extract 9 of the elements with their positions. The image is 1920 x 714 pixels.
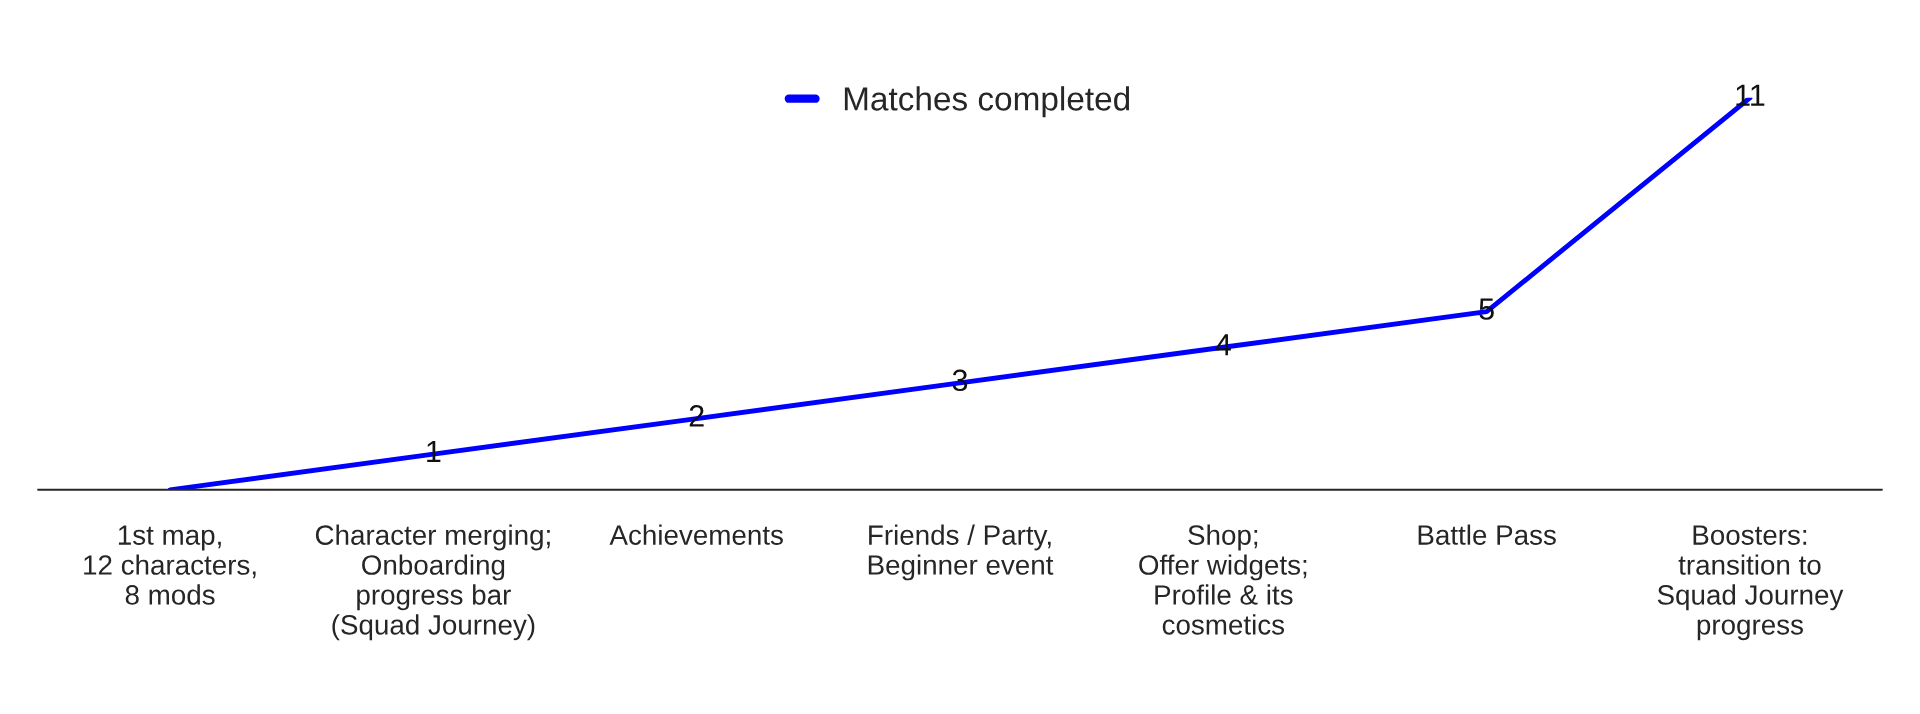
x-tick-label: Boosters: transition to Squad Journey progress: [1657, 525, 1844, 641]
x-tick-label: Achievements: [609, 524, 783, 545]
x-tick-label: Friends / Party, Beginner event: [868, 524, 1054, 581]
legend-label: Matches completed: [844, 86, 1130, 118]
x-tick-label: 1st map, 12 characters, 8 mods: [84, 525, 256, 605]
x-tick-label: Battle Pass: [1418, 524, 1556, 545]
data-label: 11: [1736, 84, 1765, 106]
x-tick-label: Character merging; Onboarding progress bar (Squad Journey): [315, 524, 550, 641]
x-tick-label: Shop; Offer widgets; Profile & its cosmetics: [1139, 524, 1307, 635]
